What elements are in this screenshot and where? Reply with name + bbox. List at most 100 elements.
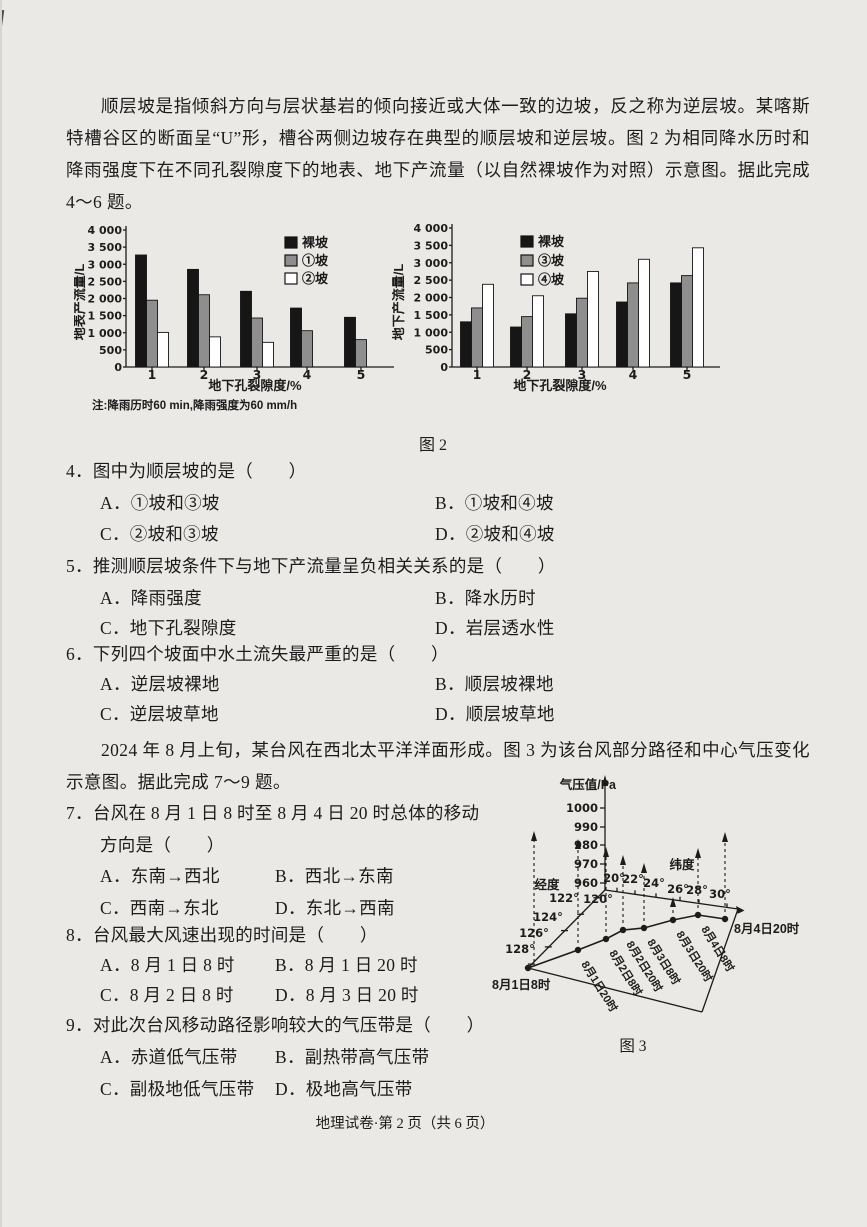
bar [240, 290, 252, 368]
pressure-tick: 960 [574, 876, 598, 890]
scan-edge-shade [0, 0, 2, 1227]
bar [627, 282, 639, 368]
question-7-option-c: C．西南→东北 [100, 898, 219, 918]
longitude-tick: 126° [519, 926, 549, 940]
typhoon-track-pressure-figure: 气压值/Pa 1000 990 980 970 960 纬度 20° 22° 2… [492, 775, 800, 1055]
y-tick-label: 2 500 [414, 274, 449, 287]
bar [301, 330, 313, 368]
latitude-tick: 30° [709, 887, 731, 901]
latitude-tick: 24° [643, 876, 665, 890]
base-plane [527, 889, 745, 1013]
bar [209, 336, 221, 368]
y-tick-label: 3 500 [88, 241, 123, 254]
latitude-axis-label: 纬度 [669, 857, 695, 872]
bar [576, 297, 588, 368]
question-9-option-a: A．赤道低气压带 [100, 1047, 238, 1067]
y-axis-label: 地下产流量/L [392, 264, 406, 341]
y-tick-label: 2 500 [88, 275, 123, 288]
bar [638, 258, 650, 368]
y-tick-label: 1 000 [88, 327, 123, 340]
bar [521, 316, 533, 368]
question-6-option-a: A．逆层坡裸地 [100, 674, 220, 694]
bar [198, 294, 210, 368]
question-6-option-c: C．逆层坡草地 [100, 704, 219, 724]
latitude-axis-ticks [616, 887, 728, 908]
question-9-stem: 9．对此次台风移动路径影响较大的气压带是（ ） [66, 1015, 485, 1035]
x-tick-label: 4 [303, 367, 312, 382]
x-tick-label: 2 [523, 367, 532, 382]
pressure-arrows [531, 831, 728, 962]
intro-paragraph-karst: 顺层坡是指倾斜方向与层状基岩的倾向接近或大体一致的边坡，反之称为逆层坡。某喀斯特… [66, 96, 810, 212]
legend-swatch [284, 272, 298, 285]
latitude-tick: 22° [622, 872, 644, 886]
question-8-option-c: C．8 月 2 日 8 时 [100, 985, 234, 1005]
bar [510, 326, 522, 368]
y-tick-label: 500 [99, 344, 122, 357]
question-4-option-c: C．②坡和③坡 [100, 524, 219, 544]
question-6-option-b: B．顺层坡裸地 [435, 674, 554, 694]
bar [355, 339, 367, 368]
bar [482, 283, 494, 368]
question-8-stem: 8．台风最大风速出现的时间是（ ） [66, 925, 378, 945]
question-5-option-b: B．降水历时 [435, 588, 536, 608]
question-5-stem: 5．推测顺层坡条件下与地下产流量呈负相关关系的是（ ） [66, 556, 556, 576]
bar [692, 247, 704, 368]
page-footer: 地理试卷·第 2 页（共 6 页） [315, 1116, 495, 1132]
x-tick-label: 5 [683, 367, 692, 382]
y-tick-label: 4 000 [88, 224, 123, 237]
question-7-option-b: B．西北→东南 [275, 866, 394, 886]
question-4-option-d: D．②坡和④坡 [435, 524, 555, 544]
bar [135, 254, 147, 368]
pressure-axis [600, 775, 608, 890]
question-7-option-a: A．东南→西北 [100, 866, 220, 886]
bar [262, 341, 274, 368]
longitude-tick: 122° [549, 891, 579, 905]
typhoon-path [524, 911, 729, 972]
surface-runoff-bar-chart: 0 500 1 000 1 500 2 000 2 500 3 000 3 500 4 000 1… [74, 224, 394, 393]
y-tick-label: 4 000 [414, 222, 449, 235]
longitude-tick: 120° [583, 892, 613, 906]
x-tick-label: 1 [148, 367, 157, 382]
legend-label: 裸坡 [302, 235, 329, 250]
legend-label: 裸坡 [538, 234, 565, 249]
question-5-option-c: C．地下孔裂隙度 [100, 618, 237, 638]
question-8-option-b: B．8 月 1 日 20 时 [275, 955, 418, 975]
x-tick-label: 3 [253, 367, 262, 382]
pressure-tick: 1000 [566, 801, 598, 815]
legend-swatch [284, 236, 298, 249]
bar [471, 307, 483, 368]
question-4-option-a: A．①坡和③坡 [100, 493, 220, 513]
question-7-option-d: D．东北→西南 [275, 898, 395, 918]
bar [616, 301, 628, 368]
question-7-stem-line2: 方向是（ ） [100, 835, 225, 855]
legend-label: ①坡 [302, 253, 329, 268]
bar [460, 321, 472, 368]
question-9-option-d: D．极地高气压带 [275, 1079, 413, 1099]
y-tick-label: 2 000 [414, 292, 449, 305]
figure2-note: 注:降雨历时60 min,降雨强度为60 mm/h [92, 400, 298, 412]
y-tick-label: 1 500 [414, 309, 449, 322]
y-tick-label: 1 500 [88, 310, 123, 323]
legend-swatch [284, 254, 298, 267]
question-8-option-a: A．8 月 1 日 8 时 [100, 955, 235, 975]
bar [187, 268, 199, 368]
x-tick-label: 1 [473, 367, 482, 382]
bar [587, 270, 599, 368]
intro-paragraph-typhoon: 2024 年 8 月上旬，某台风在西北太平洋洋面形成。图 3 为该台风部分路径和… [66, 740, 810, 792]
legend-label: ②坡 [302, 271, 329, 286]
pressure-tick: 970 [574, 857, 598, 871]
y-axis-label: 地表产流量/L [74, 264, 87, 341]
bar [565, 313, 577, 368]
question-8-option-d: D．8 月 3 日 20 时 [275, 985, 419, 1005]
bar [344, 316, 356, 368]
question-6-option-d: D．顺层坡草地 [435, 704, 555, 724]
y-tick-label: 3 000 [414, 257, 449, 270]
question-4-stem: 4．图中为顺层坡的是（ ） [66, 461, 307, 481]
y-tick-label: 3 500 [414, 239, 449, 252]
bar [146, 299, 158, 368]
legend-swatch [520, 235, 534, 248]
legend-label: ④坡 [538, 272, 565, 287]
legend-swatch [520, 254, 534, 267]
y-tick-label: 500 [425, 344, 448, 357]
